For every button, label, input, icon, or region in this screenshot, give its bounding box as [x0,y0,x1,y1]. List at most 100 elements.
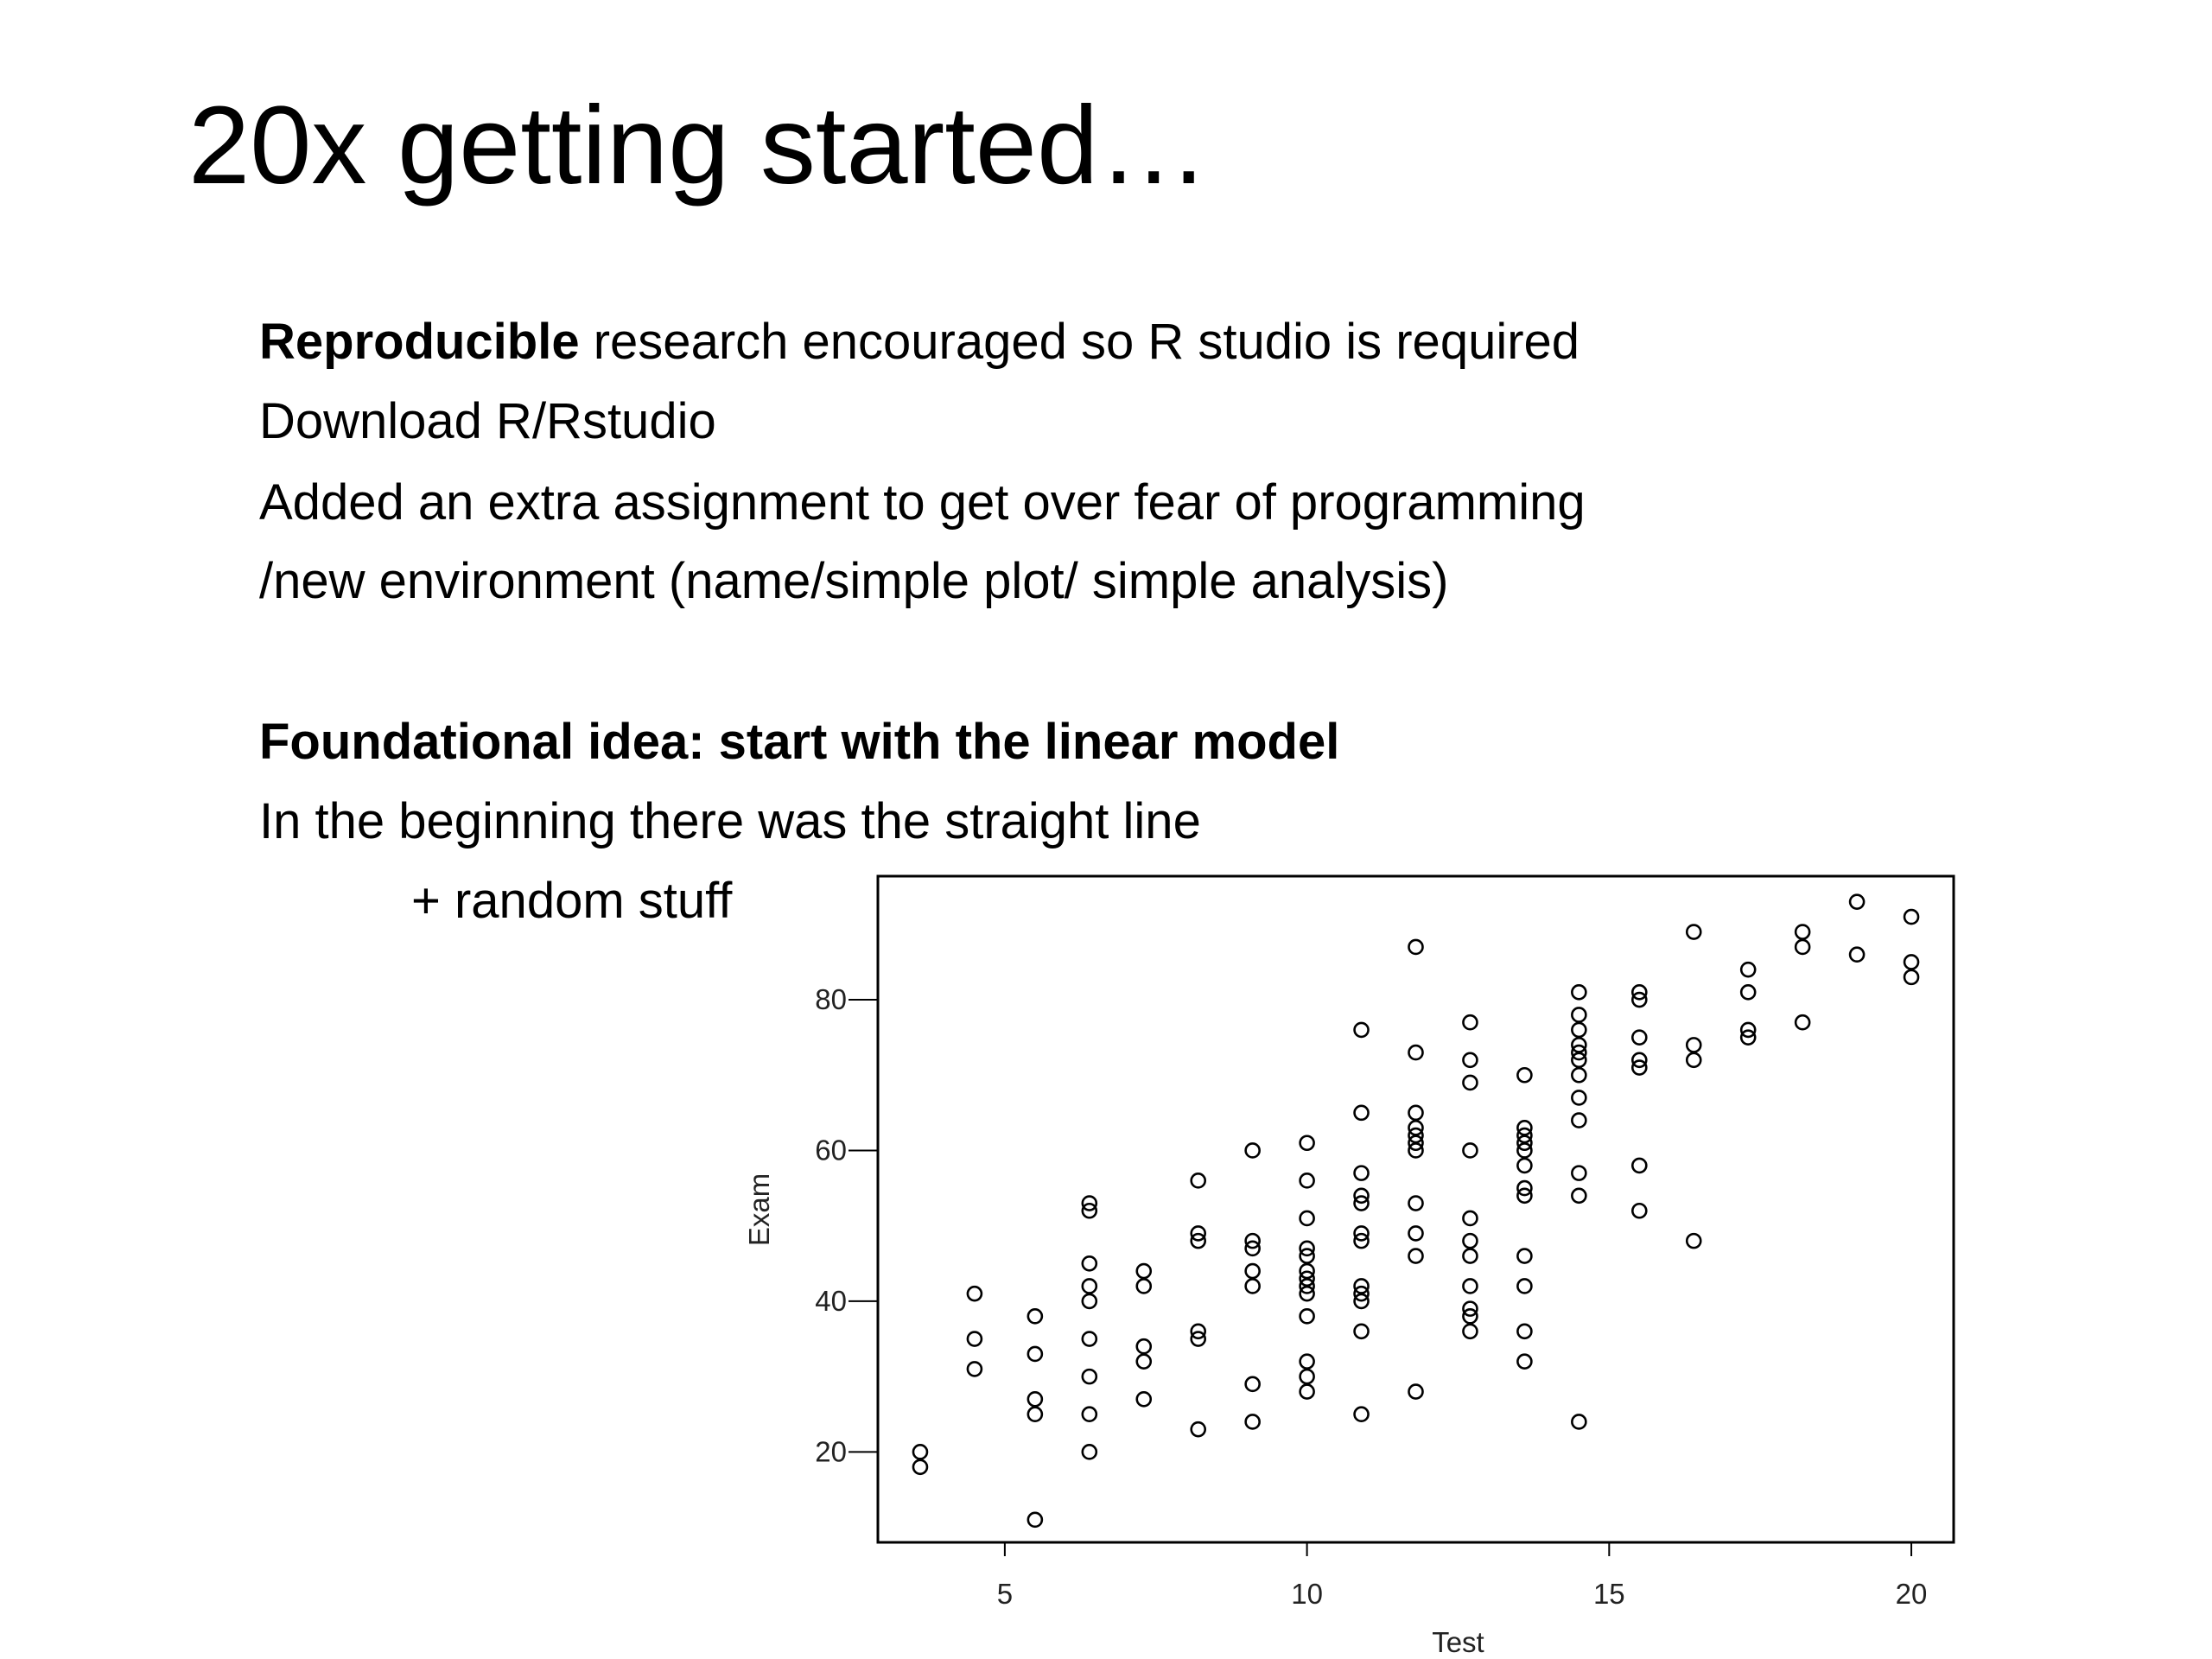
point [1516,1187,1533,1205]
point [1630,1029,1648,1046]
point [1027,1511,1044,1529]
point [1408,1195,1424,1211]
point [1027,1308,1044,1325]
point [1571,1052,1587,1069]
point [1353,1285,1370,1302]
point [1027,1406,1044,1423]
point [1027,1345,1044,1363]
point [1353,1195,1370,1211]
point [1739,961,1757,978]
point [1353,1323,1370,1340]
point [1190,1421,1207,1438]
point [1081,1331,1098,1347]
point [1903,969,1920,986]
point [1516,1179,1533,1197]
point [1903,908,1920,925]
point [1027,1390,1044,1408]
point [1516,1120,1533,1136]
point [1408,1383,1424,1400]
text-line: In the beginning there was the straight … [259,792,1201,850]
point [1739,984,1757,1001]
point [1353,1293,1370,1310]
point [1516,1323,1533,1340]
text-line: /new environment (name/simple plot/ simp… [259,552,1448,610]
point [1408,1225,1424,1242]
point [1135,1390,1153,1408]
text-line: Foundational idea: start with the linear… [259,713,1339,771]
x-tick-label: 20 [1896,1578,1928,1610]
point [1190,1331,1207,1347]
text-line: Added an extra assignment to get over fe… [259,474,1586,531]
x-tick-label: 10 [1291,1578,1323,1610]
point [1903,954,1920,970]
point [912,1459,929,1476]
plot-frame [876,874,1955,1544]
point [1516,1248,1533,1264]
y-tick-label: 20 [815,1435,847,1467]
x-tick-label: 5 [997,1578,1013,1610]
text-line: Download R/Rstudio [259,392,716,450]
point [1299,1353,1315,1370]
point [1244,1278,1261,1294]
point [1244,1142,1261,1159]
text: research encouraged so R studio is requi… [593,314,1580,370]
point [1408,1248,1424,1264]
point [1299,1240,1315,1257]
x-tick-label: 15 [1593,1578,1625,1610]
point [1299,1383,1315,1400]
point [1081,1293,1098,1310]
point [1408,938,1424,956]
point [1630,1052,1648,1069]
point [1190,1225,1207,1242]
text: Download R/Rstudio [259,393,716,449]
point [1190,1323,1207,1340]
point [1353,1225,1370,1242]
point [1353,1232,1370,1249]
y-tick-label: 40 [815,1285,847,1317]
point [1299,1210,1315,1227]
point [1571,1021,1587,1039]
point [966,1331,983,1347]
point [1299,1262,1315,1280]
point [1516,1066,1533,1084]
point [1571,1037,1587,1053]
point [1408,1142,1424,1159]
point [912,1444,929,1460]
point [1462,1014,1478,1031]
point [1848,893,1866,910]
y-tick-label: 80 [815,983,847,1015]
point [1739,1021,1757,1039]
point [1462,1232,1478,1249]
point [1571,984,1587,1001]
point [1299,1248,1315,1264]
bold-text: Reproducible [259,314,580,370]
y-tick-label: 60 [815,1134,847,1166]
point [1299,1135,1315,1152]
slide-title: 20x getting started… [188,84,1210,207]
point [1299,1368,1315,1385]
point [1244,1376,1261,1393]
text-line: + random stuff [411,872,732,930]
point [1630,984,1648,1001]
point [1353,1104,1370,1122]
point [1190,1173,1207,1189]
bold-text: Foundational idea: start with the linear… [259,714,1340,770]
point [1739,1029,1757,1046]
point [1685,1052,1702,1069]
point [1190,1232,1207,1249]
point [1462,1308,1478,1325]
point [1408,1044,1424,1061]
point [1848,946,1866,963]
point [1299,1270,1315,1287]
point [1630,1157,1648,1174]
point [1630,991,1648,1008]
point [1516,1278,1533,1294]
point [1299,1308,1315,1325]
point [1571,1066,1587,1084]
point [1135,1338,1153,1355]
point [1135,1278,1153,1294]
point [966,1285,983,1302]
point [1571,1007,1587,1023]
point [1081,1278,1098,1294]
point [1081,1368,1098,1385]
